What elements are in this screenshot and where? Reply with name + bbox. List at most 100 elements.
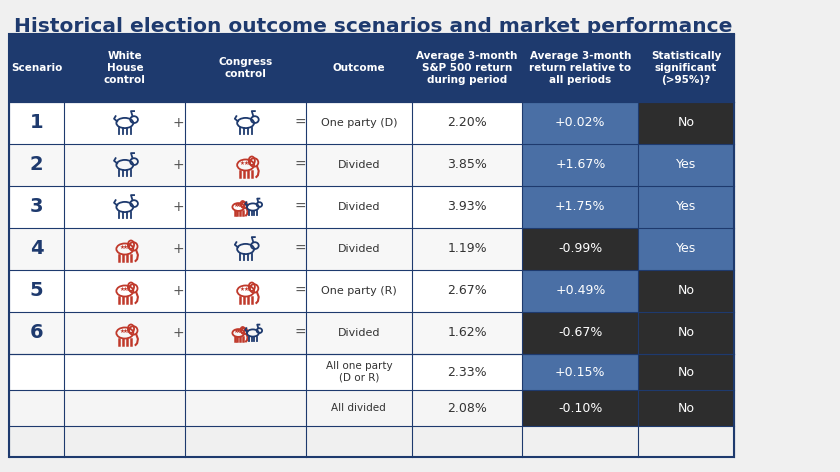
Bar xyxy=(638,354,734,390)
Bar xyxy=(9,102,734,144)
Bar xyxy=(638,270,734,312)
Text: +: + xyxy=(172,200,184,214)
Text: +0.15%: +0.15% xyxy=(555,365,606,379)
Text: Divided: Divided xyxy=(338,244,381,254)
Text: No: No xyxy=(678,402,695,414)
Bar xyxy=(9,390,734,426)
Text: ★: ★ xyxy=(119,329,124,334)
Bar xyxy=(9,354,734,390)
Bar xyxy=(9,270,734,312)
Bar xyxy=(638,144,734,186)
Text: Historical election outcome scenarios and market performance: Historical election outcome scenarios an… xyxy=(13,17,732,36)
Text: All divided: All divided xyxy=(332,403,386,413)
Text: 2.33%: 2.33% xyxy=(447,365,487,379)
Text: =: = xyxy=(295,284,307,298)
Text: 3: 3 xyxy=(30,197,44,217)
Text: One party (D): One party (D) xyxy=(321,118,397,128)
Text: ★: ★ xyxy=(238,329,243,334)
Text: -0.67%: -0.67% xyxy=(558,327,602,339)
Text: ★: ★ xyxy=(125,245,130,250)
Bar xyxy=(638,390,734,426)
Text: =: = xyxy=(295,200,307,214)
Text: =: = xyxy=(295,326,307,340)
Text: ★: ★ xyxy=(246,287,251,292)
Text: Yes: Yes xyxy=(676,201,696,213)
Text: ★: ★ xyxy=(236,329,241,334)
Text: 1: 1 xyxy=(30,113,44,133)
Bar xyxy=(522,312,638,354)
Text: 4: 4 xyxy=(30,239,44,259)
Text: 2: 2 xyxy=(30,155,44,175)
Text: White
House
control: White House control xyxy=(104,51,146,85)
Text: +0.49%: +0.49% xyxy=(555,285,606,297)
Text: 1.19%: 1.19% xyxy=(447,243,487,255)
Text: No: No xyxy=(678,117,695,129)
Text: ★: ★ xyxy=(236,203,241,208)
Text: Scenario: Scenario xyxy=(11,63,62,73)
Bar xyxy=(9,186,734,228)
Text: +1.75%: +1.75% xyxy=(555,201,606,213)
Text: ★: ★ xyxy=(234,203,239,208)
Bar xyxy=(522,270,638,312)
Text: Average 3-month
return relative to
all periods: Average 3-month return relative to all p… xyxy=(529,51,632,85)
Bar xyxy=(522,186,638,228)
Bar xyxy=(522,144,638,186)
Text: ★: ★ xyxy=(119,287,124,292)
Text: Average 3-month
S&P 500 return
during period: Average 3-month S&P 500 return during pe… xyxy=(417,51,517,85)
Bar xyxy=(638,312,734,354)
Text: 3.85%: 3.85% xyxy=(447,159,487,171)
Text: ★: ★ xyxy=(123,245,127,250)
Text: Yes: Yes xyxy=(676,243,696,255)
Text: 2.20%: 2.20% xyxy=(447,117,487,129)
Bar xyxy=(9,144,734,186)
Text: Outcome: Outcome xyxy=(333,63,386,73)
Text: ★: ★ xyxy=(246,161,251,166)
Text: Statistically
significant
(>95%)?: Statistically significant (>95%)? xyxy=(651,51,722,85)
Text: 2.08%: 2.08% xyxy=(447,402,487,414)
Bar xyxy=(638,228,734,270)
Bar xyxy=(522,390,638,426)
Text: Divided: Divided xyxy=(338,160,381,170)
Text: ★: ★ xyxy=(238,203,243,208)
Text: ★: ★ xyxy=(234,329,239,334)
Text: ★: ★ xyxy=(125,329,130,334)
Bar xyxy=(638,102,734,144)
Text: =: = xyxy=(295,116,307,130)
Text: +: + xyxy=(172,326,184,340)
Text: +: + xyxy=(172,158,184,172)
Text: +: + xyxy=(172,242,184,256)
Text: ★: ★ xyxy=(125,287,130,292)
Text: =: = xyxy=(295,242,307,256)
Text: 3.93%: 3.93% xyxy=(447,201,487,213)
Text: +: + xyxy=(172,284,184,298)
Text: =: = xyxy=(295,158,307,172)
Bar xyxy=(9,34,734,102)
Text: No: No xyxy=(678,285,695,297)
Text: ★: ★ xyxy=(243,287,248,292)
Text: -0.10%: -0.10% xyxy=(558,402,602,414)
Text: No: No xyxy=(678,365,695,379)
Text: ★: ★ xyxy=(119,245,124,250)
Text: 2.67%: 2.67% xyxy=(447,285,487,297)
Text: No: No xyxy=(678,327,695,339)
Text: Divided: Divided xyxy=(338,202,381,212)
Text: 5: 5 xyxy=(30,281,44,301)
Text: +0.02%: +0.02% xyxy=(555,117,606,129)
Text: Divided: Divided xyxy=(338,328,381,338)
Bar xyxy=(9,34,734,457)
Text: -0.99%: -0.99% xyxy=(559,243,602,255)
Text: ★: ★ xyxy=(240,161,245,166)
Bar xyxy=(9,312,734,354)
Text: 6: 6 xyxy=(30,323,44,343)
Text: 1.62%: 1.62% xyxy=(447,327,487,339)
Bar xyxy=(9,228,734,270)
Text: +1.67%: +1.67% xyxy=(555,159,606,171)
Text: Congress
control: Congress control xyxy=(218,57,273,79)
Text: ★: ★ xyxy=(123,329,127,334)
Bar xyxy=(522,102,638,144)
Bar xyxy=(522,228,638,270)
Bar xyxy=(638,186,734,228)
Text: ★: ★ xyxy=(123,287,127,292)
Text: +: + xyxy=(172,116,184,130)
Text: All one party
(D or R): All one party (D or R) xyxy=(326,361,392,383)
